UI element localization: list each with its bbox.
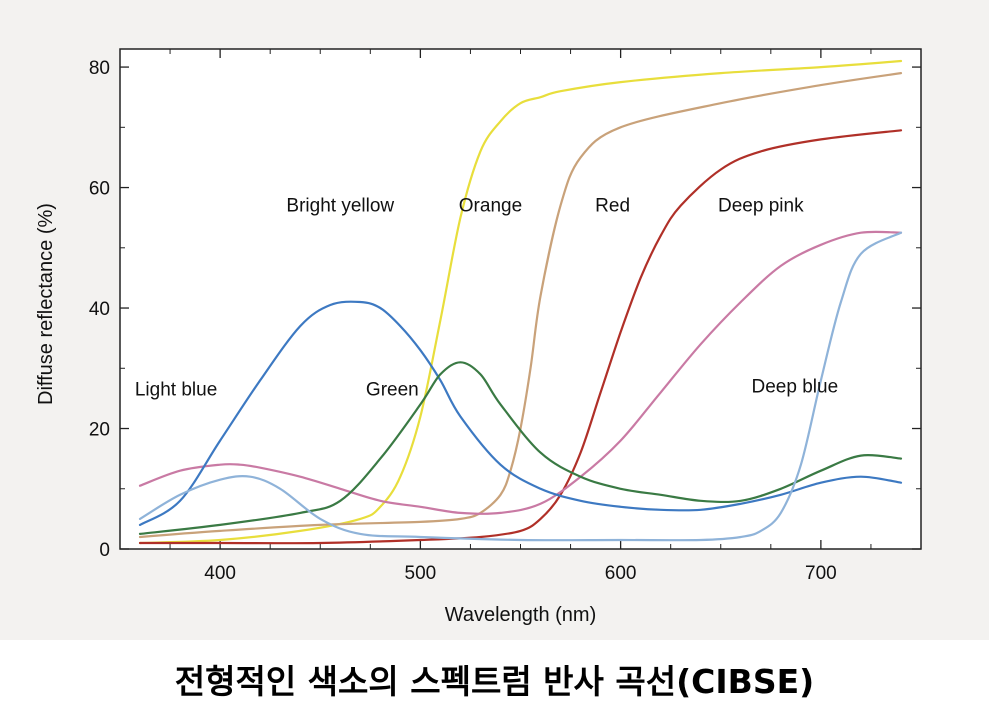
series-line-light-blue (138, 300, 903, 526)
series-label-red: Red (595, 196, 630, 217)
y-axis-label: Diffuse reflectance (%) (35, 203, 57, 405)
series-label-light-blue: Light blue (135, 379, 217, 400)
series-label-orange: Orange (459, 196, 522, 217)
series-line-red (138, 129, 903, 545)
x-tick-label: 700 (805, 563, 837, 584)
plot-frame (119, 48, 922, 550)
figure-caption: 전형적인 색소의 스펙트럼 반사 곡선(CIBSE) (174, 662, 815, 701)
series-line-deep-pink (138, 230, 903, 515)
x-axis-label: Wavelength (nm) (445, 604, 597, 626)
series-label-green: Green (366, 379, 419, 400)
y-tick-label: 80 (89, 58, 110, 79)
y-tick-label: 40 (89, 299, 110, 320)
series-label-deep-blue: Deep blue (752, 376, 839, 397)
series-label-bright-yellow: Bright yellow (286, 196, 394, 217)
series-label-deep-pink: Deep pink (718, 196, 804, 217)
x-tick-label: 600 (605, 563, 637, 584)
y-tick-label: 20 (89, 420, 110, 441)
series-line-orange (138, 72, 903, 539)
reflectance-chart: 400 500 600 700 0 20 40 60 80 Wavelength (nm) Diff… (0, 0, 989, 640)
series-line-bright-yellow (138, 59, 903, 545)
y-tick-label: 0 (99, 540, 110, 561)
series-line-green (138, 361, 903, 535)
x-tick-label: 400 (204, 563, 236, 584)
series-line-deep-blue (138, 231, 903, 542)
y-tick-label: 60 (89, 179, 110, 200)
x-tick-label: 500 (405, 563, 437, 584)
chart-figure: 400 500 600 700 0 20 40 60 80 Wavelength (nm) Diff… (0, 0, 989, 640)
